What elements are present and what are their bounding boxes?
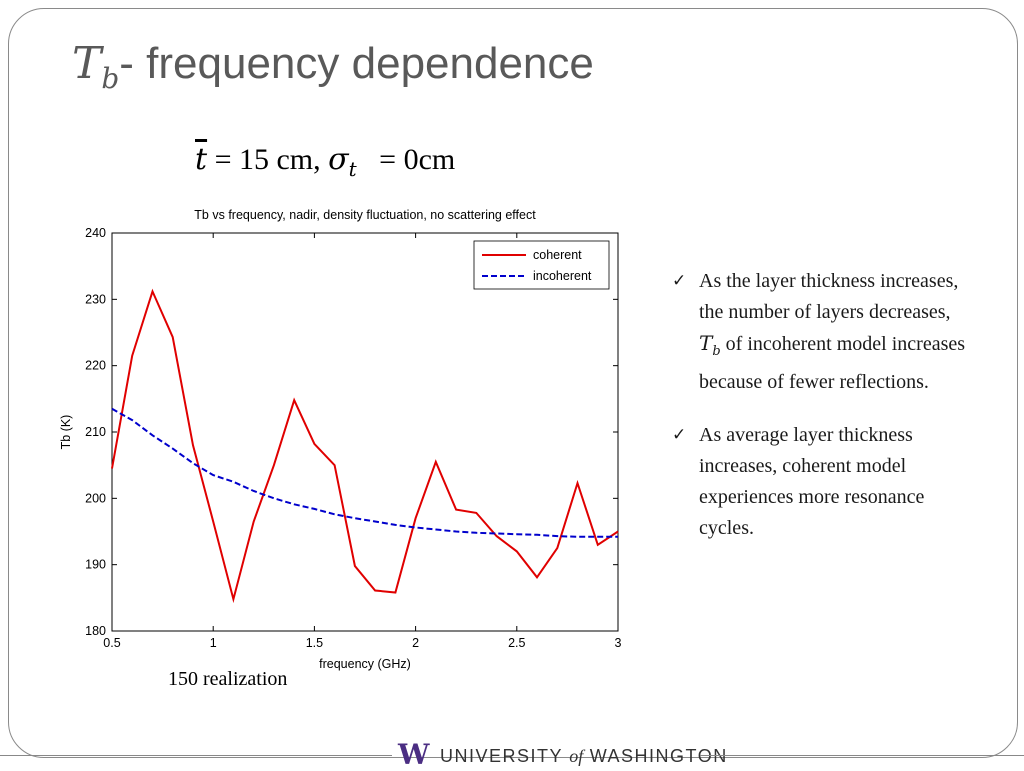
y-tick-label: 200 — [85, 491, 106, 505]
plot-area — [111, 232, 619, 632]
uw-logo-icon: W — [398, 738, 430, 771]
x-axis-label: frequency (GHz) — [319, 657, 411, 671]
university-name: UNIVERSITY of WASHINGTON — [440, 746, 728, 766]
sigma-subscript: t — [348, 157, 357, 181]
sigma-value: = 0cm — [356, 143, 456, 176]
x-tick-label: 1.5 — [306, 636, 323, 650]
bullet-list: ✓ As the layer thickness increases, the … — [672, 266, 972, 566]
y-tick-label: 190 — [85, 558, 106, 572]
series-line-incoherent — [111, 407, 618, 538]
bullet-text: As the layer thickness increases, the nu… — [699, 270, 959, 323]
x-tick-label: 2.5 — [508, 636, 525, 650]
footer-rule-right — [700, 755, 1024, 756]
y-tick-label: 240 — [85, 226, 106, 240]
bullet-text-continued: of incoherent model increases because of… — [699, 333, 966, 393]
footer: W UNIVERSITY of WASHINGTON — [0, 736, 1024, 771]
bullet-symbol: Tb — [699, 331, 721, 359]
t-bar-symbol: t — [195, 142, 208, 177]
x-tick-label: 1 — [210, 636, 217, 650]
series-line-coherent — [111, 288, 619, 604]
title-symbol: Tb — [72, 38, 120, 95]
y-tick-label: 180 — [85, 624, 106, 638]
bullet-text: As average layer thickness increases, co… — [699, 424, 925, 539]
x-tick-label: 0.5 — [103, 636, 120, 650]
x-tick-label: 3 — [615, 636, 622, 650]
legend-box — [473, 240, 610, 290]
slide-title: Tb- frequency dependence — [72, 38, 594, 95]
sigma-symbol: σ — [328, 142, 349, 177]
t-value: = 15 cm, — [207, 143, 329, 176]
y-tick-label: 230 — [85, 292, 106, 306]
bullet-item: ✓ As the layer thickness increases, the … — [672, 266, 972, 398]
checkmark-icon: ✓ — [672, 271, 687, 291]
y-tick-label: 210 — [85, 425, 106, 439]
checkmark-icon: ✓ — [672, 425, 687, 445]
y-axis-label: Tb (K) — [59, 415, 73, 450]
bullet-item: ✓ As average layer thickness increases, … — [672, 420, 972, 544]
x-tick-label: 2 — [412, 636, 419, 650]
legend-label-coherent: coherent — [533, 248, 582, 262]
footer-rule-left — [0, 755, 392, 756]
title-text: - frequency dependence — [119, 39, 594, 88]
y-tick-label: 220 — [85, 359, 106, 373]
realization-caption: 150 realization — [168, 668, 288, 690]
parameter-equation: t = 15 cm, σt = 0cm — [195, 142, 455, 183]
chart-title: Tb vs frequency, nadir, density fluctuat… — [194, 208, 536, 222]
legend-label-incoherent: incoherent — [533, 269, 592, 283]
